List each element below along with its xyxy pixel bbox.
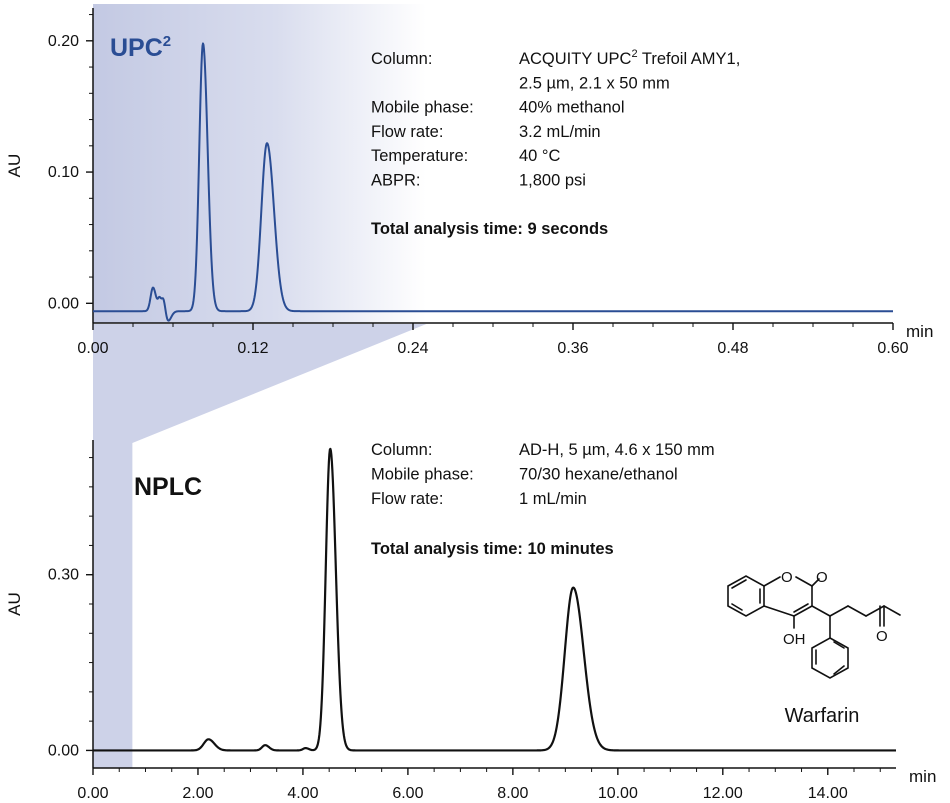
condition-label: Temperature: xyxy=(371,147,468,165)
y-tick-label: 0.30 xyxy=(48,567,79,584)
bond xyxy=(883,605,901,616)
y-tick-label: 0.20 xyxy=(48,33,79,50)
bond xyxy=(731,603,743,611)
upc-conditions: Column: ACQUITY UPC2 Trefoil AMY1, 2.5 µm,… xyxy=(371,48,740,190)
condition-value-text: ACQUITY UPC xyxy=(519,50,632,68)
condition-value-text: 1,800 psi xyxy=(519,172,586,190)
bond xyxy=(847,605,867,617)
zoom-connector xyxy=(93,324,427,443)
x-tick-label: 0.00 xyxy=(77,340,108,357)
ketone-oxygen-label: O xyxy=(876,628,888,645)
x-tick-label: 12.00 xyxy=(703,785,743,802)
bond xyxy=(763,576,781,587)
condition-value: 40 °C xyxy=(519,147,561,165)
condition-value-text: AD-H, 5 µm, 4.6 x 150 mm xyxy=(519,441,715,459)
bond xyxy=(731,579,747,589)
nplc-analysis-time: Total analysis time: 10 minutes xyxy=(371,540,614,558)
condition-value: 1,800 psi xyxy=(519,172,586,190)
condition-value: 2.5 µm, 2.1 x 50 mm xyxy=(519,74,670,92)
upc-y-axis-label: AU xyxy=(5,154,24,178)
condition-label: Flow rate: xyxy=(371,123,443,141)
x-tick-label: 10.00 xyxy=(598,785,638,802)
nplc-panel-title: NPLC xyxy=(134,473,202,501)
condition-label: Flow rate: xyxy=(371,490,443,508)
x-tick-label: 0.24 xyxy=(397,340,428,357)
warfarin-structure xyxy=(727,575,901,679)
upc2-chart: 0.00 0.12 0.24 0.36 0.48 0.60 0.00 0.10 0.20 AU… xyxy=(5,8,933,357)
nplc-chart: 0.00 2.00 4.00 6.00 8.00 10.00 12.00 14.00 0.00… xyxy=(5,440,936,802)
x-tick-label: 8.00 xyxy=(497,785,528,802)
upc-analysis-time: Total analysis time: 9 seconds xyxy=(371,220,608,238)
carbonyl-oxygen-label: O xyxy=(816,569,828,586)
condition-value-text: 70/30 hexane/ethanol xyxy=(519,466,678,484)
condition-value: 70/30 hexane/ethanol xyxy=(519,466,678,484)
x-tick-label: 14.00 xyxy=(808,785,848,802)
nplc-trace-line xyxy=(92,447,897,752)
upc-shaded-region xyxy=(93,4,427,323)
condition-value-text: 40 °C xyxy=(519,147,561,165)
condition-value-text: 40% methanol xyxy=(519,99,625,117)
upc-trace-line xyxy=(92,42,894,322)
upc-title-superscript: 2 xyxy=(163,33,171,50)
benzene-ring-bottom xyxy=(811,637,849,679)
condition-label: Mobile phase: xyxy=(371,99,474,117)
compound-name: Warfarin xyxy=(785,705,860,727)
x-tick-label: 0.48 xyxy=(717,340,748,357)
condition-value-text: 3.2 mL/min xyxy=(519,123,601,141)
condition-label: Column: xyxy=(371,50,432,68)
y-tick-label: 0.00 xyxy=(48,295,79,312)
x-tick-label: 0.00 xyxy=(77,785,108,802)
x-tick-label: 0.12 xyxy=(237,340,268,357)
condition-value: 3.2 mL/min xyxy=(519,123,601,141)
bond xyxy=(833,641,845,649)
condition-value: 1 mL/min xyxy=(519,490,587,508)
y-tick-label: 0.00 xyxy=(48,742,79,759)
bond xyxy=(833,665,845,675)
nplc-x-axis-label: min xyxy=(909,767,936,786)
bond xyxy=(793,603,809,613)
condition-value: 40% methanol xyxy=(519,99,625,117)
condition-value-text: 1 mL/min xyxy=(519,490,587,508)
bond xyxy=(865,605,885,617)
upc-x-axis-label: min xyxy=(906,322,933,341)
x-tick-label: 4.00 xyxy=(287,785,318,802)
condition-label: Mobile phase: xyxy=(371,466,474,484)
x-tick-label: 6.00 xyxy=(392,785,423,802)
upc-panel-title: UPC2 xyxy=(110,33,171,62)
nplc-conditions: Column: AD-H, 5 µm, 4.6 x 150 mm Mobile ph… xyxy=(371,441,715,508)
nplc-y-axis-label: AU xyxy=(5,592,24,616)
condition-label: ABPR: xyxy=(371,172,421,190)
bond xyxy=(811,605,831,617)
upc-title-main: UPC xyxy=(110,34,163,62)
bond xyxy=(795,576,813,587)
condition-label: Column: xyxy=(371,441,432,459)
y-tick-label: 0.10 xyxy=(48,164,79,181)
x-tick-label: 0.36 xyxy=(557,340,588,357)
condition-value: ACQUITY UPC2 Trefoil AMY1, xyxy=(519,48,740,68)
x-tick-label: 0.60 xyxy=(877,340,908,357)
condition-value-superscript: 2 xyxy=(631,48,637,60)
condition-value: AD-H, 5 µm, 4.6 x 150 mm xyxy=(519,441,715,459)
ring-oxygen-label: O xyxy=(781,569,793,586)
bond xyxy=(793,605,813,617)
bond xyxy=(829,605,849,617)
condition-value-rest: Trefoil AMY1, xyxy=(638,50,741,68)
condition-value-text: 2.5 µm, 2.1 x 50 mm xyxy=(519,74,670,92)
bond xyxy=(763,605,795,617)
bond xyxy=(811,578,820,587)
nplc-shaded-region xyxy=(93,443,133,768)
benzene-ring-left xyxy=(727,575,765,617)
x-tick-label: 2.00 xyxy=(182,785,213,802)
hydroxyl-label: OH xyxy=(783,631,806,648)
